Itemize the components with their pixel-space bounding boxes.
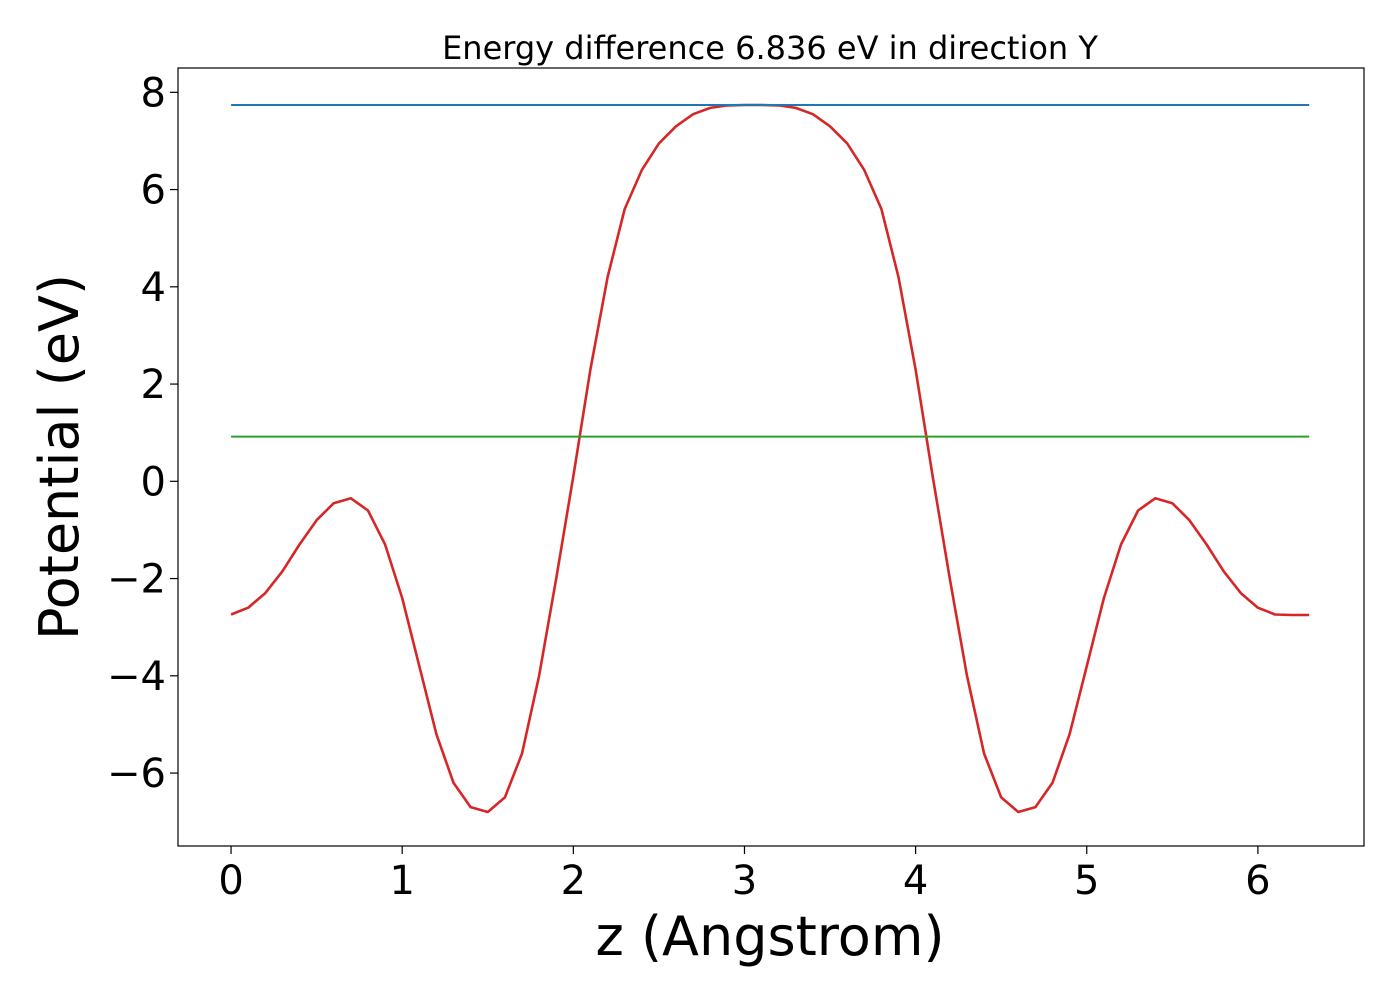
y-tick-label: 2	[141, 362, 166, 408]
x-tick-label: 4	[903, 858, 928, 904]
y-tick-label: 4	[141, 265, 166, 311]
plot-area-frame	[177, 67, 1365, 847]
y-axis-label: Potential (eV)	[28, 274, 91, 640]
y-tick-label: −2	[107, 557, 166, 603]
y-axis-ticks: −6 −4 −2 0 2 4 6 8	[107, 70, 178, 797]
y-tick-label: −4	[107, 654, 166, 700]
y-tick-label: −6	[107, 751, 166, 797]
x-tick-label: 3	[732, 858, 757, 904]
series-layer	[230, 103, 1310, 814]
potential-curve-line	[230, 103, 1310, 814]
x-tick-label: 6	[1245, 858, 1270, 904]
x-tick-label: 0	[218, 858, 243, 904]
x-axis-ticks: 0 1 2 3 4 5 6	[218, 846, 1271, 904]
x-tick-label: 2	[561, 858, 586, 904]
y-tick-label: 8	[141, 70, 166, 116]
y-tick-label: 0	[141, 459, 166, 505]
chart-title: Energy difference 6.836 eV in direction …	[442, 29, 1098, 67]
x-tick-label: 1	[389, 858, 414, 904]
x-tick-label: 5	[1074, 858, 1099, 904]
y-tick-label: 6	[141, 168, 166, 214]
x-axis-label: z (Angstrom)	[595, 905, 944, 968]
